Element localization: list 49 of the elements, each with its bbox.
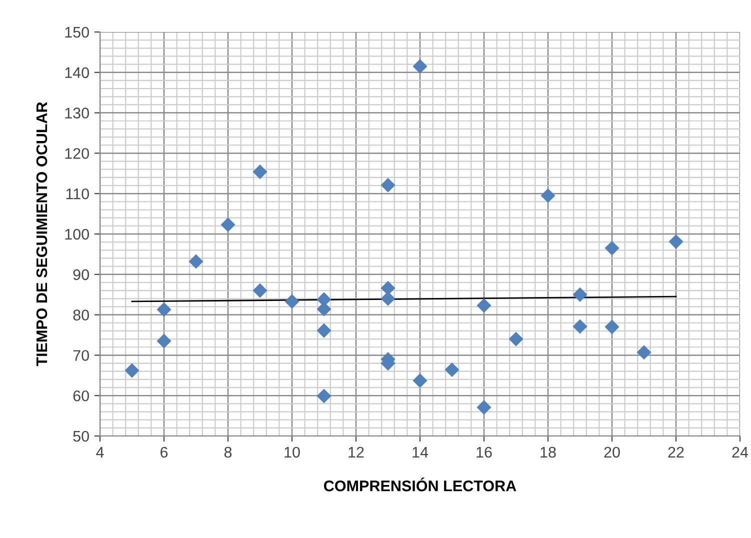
point xyxy=(604,320,620,334)
point xyxy=(252,283,268,298)
y-tick-label: 150 xyxy=(65,26,89,38)
point xyxy=(508,332,524,346)
point xyxy=(412,59,428,74)
y-tick-label: 90 xyxy=(73,269,89,280)
y-axis-title: TIEMPO DE SEGUIMIENTO OCULAR xyxy=(36,102,48,366)
point xyxy=(380,280,396,296)
y-tick-label: 70 xyxy=(73,350,89,361)
point xyxy=(412,373,428,388)
x-tick-label: 6 xyxy=(160,446,168,458)
x-tick-label: 10 xyxy=(284,446,300,458)
point xyxy=(636,345,652,360)
point xyxy=(188,254,204,269)
x-tick-label: 14 xyxy=(412,446,428,458)
x-axis-title: COMPRENSIÓN LECTORA xyxy=(324,478,516,492)
y-tick-label: 110 xyxy=(66,188,89,200)
point xyxy=(476,400,492,415)
point xyxy=(124,363,140,378)
x-tick-label: 16 xyxy=(476,446,492,458)
y-tick-label: 100 xyxy=(65,228,89,240)
y-tick-label: 120 xyxy=(65,148,89,159)
y-tick-label: 50 xyxy=(73,430,89,442)
point xyxy=(444,362,460,378)
point xyxy=(284,294,300,309)
point xyxy=(156,334,172,348)
x-tick-label: 12 xyxy=(348,446,364,458)
x-tick-label: 22 xyxy=(668,446,684,458)
point xyxy=(252,164,268,180)
point xyxy=(604,240,620,256)
point xyxy=(572,287,588,302)
point xyxy=(316,388,332,404)
x-tick-label: 18 xyxy=(540,446,556,458)
y-tick-label: 140 xyxy=(65,67,89,78)
point xyxy=(572,319,588,334)
point xyxy=(380,178,396,192)
point xyxy=(156,302,172,317)
point xyxy=(316,323,332,338)
y-tick-label: 60 xyxy=(73,390,89,402)
y-tick-label: 130 xyxy=(65,108,89,118)
y-tick-label: 80 xyxy=(73,310,89,320)
x-tick-label: 24 xyxy=(732,446,748,458)
x-tick-label: 8 xyxy=(224,446,232,458)
point xyxy=(220,217,236,232)
x-tick-label: 20 xyxy=(604,446,620,458)
point xyxy=(540,188,556,203)
x-tick-label: 4 xyxy=(96,446,104,458)
point xyxy=(668,234,684,249)
point xyxy=(476,298,492,313)
